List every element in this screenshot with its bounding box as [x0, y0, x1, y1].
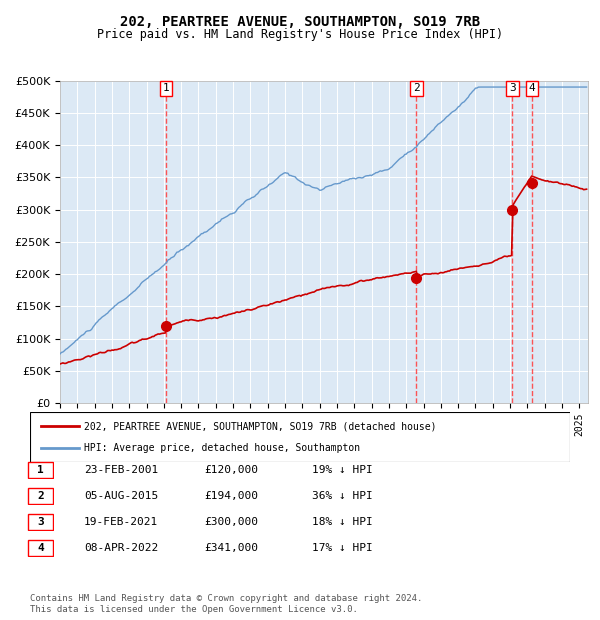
Text: Contains HM Land Registry data © Crown copyright and database right 2024.
This d: Contains HM Land Registry data © Crown c… [30, 595, 422, 614]
Text: 36% ↓ HPI: 36% ↓ HPI [312, 491, 373, 501]
FancyBboxPatch shape [28, 487, 53, 505]
Text: 4: 4 [37, 543, 44, 553]
Text: 4: 4 [529, 83, 535, 94]
Text: 2: 2 [37, 491, 44, 501]
FancyBboxPatch shape [28, 461, 53, 479]
Text: £120,000: £120,000 [204, 465, 258, 475]
Text: Price paid vs. HM Land Registry's House Price Index (HPI): Price paid vs. HM Land Registry's House … [97, 28, 503, 41]
Text: 1: 1 [163, 83, 169, 94]
Text: 1: 1 [37, 465, 44, 475]
Text: 3: 3 [37, 517, 44, 527]
Text: 23-FEB-2001: 23-FEB-2001 [84, 465, 158, 475]
FancyBboxPatch shape [28, 513, 53, 530]
Text: 18% ↓ HPI: 18% ↓ HPI [312, 517, 373, 527]
Text: 19% ↓ HPI: 19% ↓ HPI [312, 465, 373, 475]
FancyBboxPatch shape [28, 539, 53, 557]
Text: £300,000: £300,000 [204, 517, 258, 527]
Text: £194,000: £194,000 [204, 491, 258, 501]
Text: £341,000: £341,000 [204, 543, 258, 553]
Text: 3: 3 [509, 83, 516, 94]
Text: 202, PEARTREE AVENUE, SOUTHAMPTON, SO19 7RB: 202, PEARTREE AVENUE, SOUTHAMPTON, SO19 … [120, 16, 480, 30]
Text: 19-FEB-2021: 19-FEB-2021 [84, 517, 158, 527]
Text: 05-AUG-2015: 05-AUG-2015 [84, 491, 158, 501]
FancyBboxPatch shape [30, 412, 570, 462]
Text: 17% ↓ HPI: 17% ↓ HPI [312, 543, 373, 553]
Text: 2: 2 [413, 83, 420, 94]
Text: 202, PEARTREE AVENUE, SOUTHAMPTON, SO19 7RB (detached house): 202, PEARTREE AVENUE, SOUTHAMPTON, SO19 … [84, 421, 437, 431]
Text: HPI: Average price, detached house, Southampton: HPI: Average price, detached house, Sout… [84, 443, 360, 453]
Text: 08-APR-2022: 08-APR-2022 [84, 543, 158, 553]
